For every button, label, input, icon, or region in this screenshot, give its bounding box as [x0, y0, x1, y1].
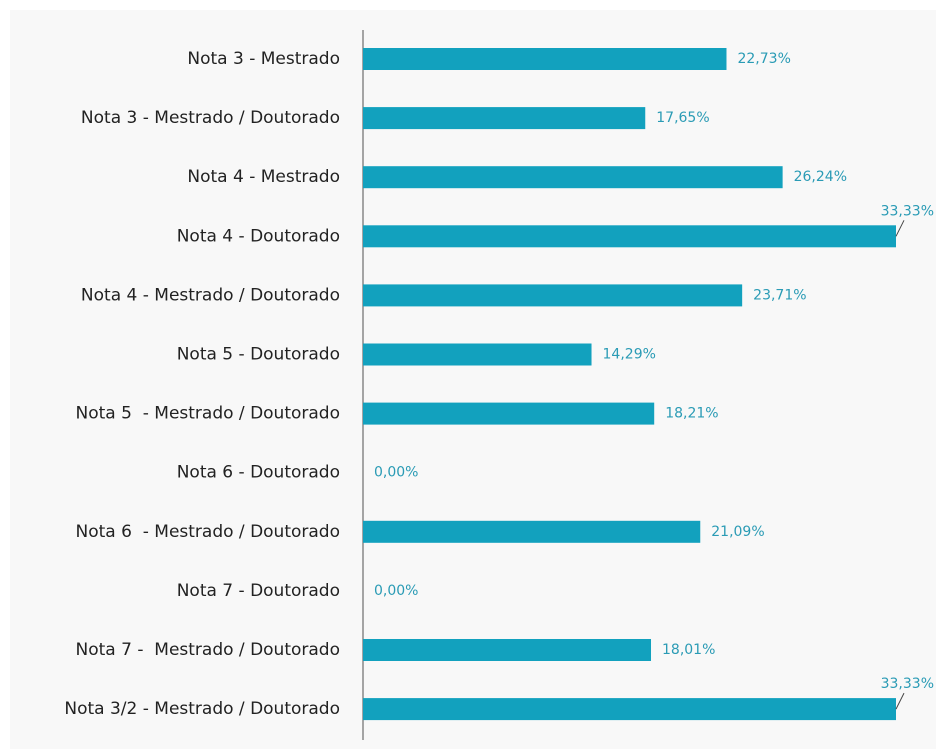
bar — [363, 107, 646, 130]
category-label: Nota 3 - Mestrado — [187, 49, 340, 69]
bar — [363, 343, 592, 366]
category-label: Nota 4 - Doutorado — [177, 226, 340, 246]
value-label: 23,71% — [753, 287, 806, 303]
category-label: Nota 4 - Mestrado — [187, 167, 340, 187]
category-label: Nota 3/2 - Mestrado / Doutorado — [64, 699, 340, 719]
bar — [363, 698, 896, 721]
category-label: Nota 3 - Mestrado / Doutorado — [81, 108, 340, 128]
category-label: Nota 5 - Mestrado / Doutorado — [76, 404, 340, 424]
bar — [363, 225, 896, 248]
category-label: Nota 6 - Doutorado — [177, 463, 340, 483]
leader-line — [895, 692, 905, 710]
value-label: 22,73% — [737, 51, 790, 67]
value-label: 33,33% — [881, 203, 934, 219]
value-label: 33,33% — [881, 676, 934, 692]
bar — [363, 639, 652, 661]
bar — [363, 402, 655, 425]
bar — [363, 166, 783, 189]
category-label: Nota 7 - Mestrado / Doutorado — [76, 640, 340, 660]
value-label: 21,09% — [711, 524, 764, 540]
bar — [363, 48, 727, 70]
category-label: Nota 6 - Mestrado / Doutorado — [76, 522, 340, 542]
plot-background — [10, 10, 936, 749]
category-label: Nota 4 - Mestrado / Doutorado — [81, 285, 340, 305]
leader-line — [895, 220, 905, 237]
value-label: 18,01% — [662, 642, 715, 658]
bar — [363, 284, 743, 307]
value-label: 14,29% — [603, 347, 656, 363]
value-label: 17,65% — [656, 110, 709, 126]
value-label: 18,21% — [665, 406, 718, 422]
category-label: Nota 5 - Doutorado — [177, 345, 340, 365]
category-label: Nota 7 - Doutorado — [177, 581, 340, 601]
value-label: 0,00% — [374, 583, 418, 599]
value-label: 0,00% — [374, 465, 418, 481]
bar — [363, 520, 701, 543]
value-label: 26,24% — [794, 169, 847, 185]
